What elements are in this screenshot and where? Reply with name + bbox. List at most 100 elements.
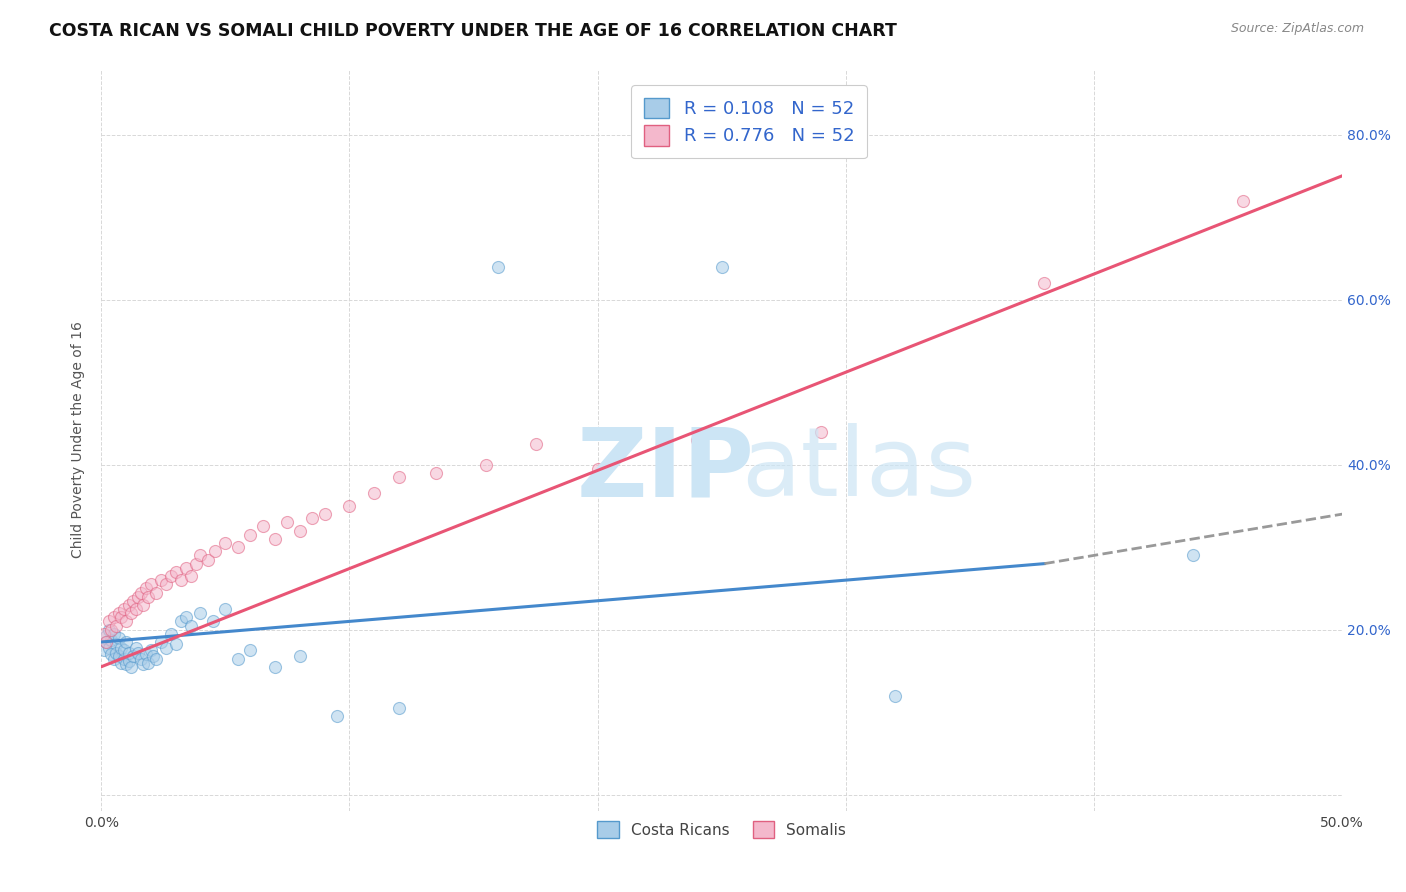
Point xyxy=(107,606,129,620)
Point xyxy=(138,590,160,604)
Point xyxy=(586,461,609,475)
Point xyxy=(226,540,249,554)
Point xyxy=(810,425,832,439)
Point xyxy=(125,640,148,655)
Point xyxy=(425,466,447,480)
Point xyxy=(169,573,191,587)
Point xyxy=(107,631,129,645)
Point xyxy=(204,544,226,558)
Point xyxy=(226,651,249,665)
Point xyxy=(1033,276,1056,290)
Point xyxy=(239,643,262,657)
Point xyxy=(112,651,135,665)
Point xyxy=(122,648,145,663)
Point xyxy=(155,640,177,655)
Point xyxy=(93,643,115,657)
Point xyxy=(276,516,298,530)
Point xyxy=(1232,194,1254,208)
Point xyxy=(169,615,191,629)
Point xyxy=(135,582,157,596)
Point xyxy=(127,590,149,604)
Point xyxy=(117,654,139,668)
Point xyxy=(115,615,138,629)
Point xyxy=(100,623,122,637)
Point xyxy=(138,656,160,670)
Text: atlas: atlas xyxy=(741,423,976,516)
Text: COSTA RICAN VS SOMALI CHILD POVERTY UNDER THE AGE OF 16 CORRELATION CHART: COSTA RICAN VS SOMALI CHILD POVERTY UNDE… xyxy=(49,22,897,40)
Point xyxy=(165,565,187,579)
Point xyxy=(159,627,181,641)
Point xyxy=(884,689,907,703)
Point xyxy=(524,437,547,451)
Y-axis label: Child Poverty Under the Age of 16: Child Poverty Under the Age of 16 xyxy=(72,321,86,558)
Point xyxy=(197,552,219,566)
Point xyxy=(190,549,212,563)
Point xyxy=(363,486,385,500)
Point xyxy=(686,433,709,447)
Point xyxy=(127,646,149,660)
Point xyxy=(97,640,120,655)
Point xyxy=(96,635,118,649)
Point xyxy=(139,577,162,591)
Point xyxy=(180,569,202,583)
Point xyxy=(174,560,197,574)
Point xyxy=(388,701,411,715)
Point xyxy=(93,627,115,641)
Point xyxy=(301,511,323,525)
Point xyxy=(110,656,132,670)
Point xyxy=(710,260,733,274)
Point xyxy=(214,602,236,616)
Point xyxy=(159,569,181,583)
Point xyxy=(201,615,224,629)
Point xyxy=(96,635,118,649)
Point xyxy=(174,610,197,624)
Point xyxy=(100,648,122,662)
Point xyxy=(97,615,120,629)
Point xyxy=(120,660,142,674)
Point xyxy=(132,598,155,612)
Text: ZIP: ZIP xyxy=(576,423,755,516)
Point xyxy=(122,593,145,607)
Point xyxy=(239,527,262,541)
Point xyxy=(264,532,287,546)
Point xyxy=(97,623,120,637)
Point xyxy=(129,585,152,599)
Point xyxy=(110,610,132,624)
Text: Source: ZipAtlas.com: Source: ZipAtlas.com xyxy=(1230,22,1364,36)
Point xyxy=(115,635,138,649)
Point xyxy=(142,648,165,663)
Point xyxy=(103,610,125,624)
Point xyxy=(105,638,128,652)
Point xyxy=(184,557,207,571)
Point xyxy=(149,635,172,649)
Point xyxy=(149,573,172,587)
Point xyxy=(252,519,274,533)
Point xyxy=(112,643,135,657)
Point xyxy=(107,648,129,663)
Point xyxy=(214,536,236,550)
Point xyxy=(145,651,167,665)
Point xyxy=(475,458,498,472)
Point xyxy=(264,660,287,674)
Point xyxy=(135,648,157,662)
Point xyxy=(190,606,212,620)
Point xyxy=(120,606,142,620)
Point xyxy=(288,524,311,538)
Point xyxy=(339,499,361,513)
Point xyxy=(145,585,167,599)
Point xyxy=(165,638,187,652)
Point xyxy=(105,646,128,660)
Point xyxy=(486,260,509,274)
Point xyxy=(115,657,138,672)
Point xyxy=(155,577,177,591)
Point xyxy=(132,657,155,672)
Point xyxy=(110,640,132,655)
Point xyxy=(139,643,162,657)
Point xyxy=(388,470,411,484)
Point xyxy=(103,651,125,665)
Point xyxy=(100,632,122,647)
Point xyxy=(117,598,139,612)
Point xyxy=(96,629,118,643)
Point xyxy=(288,648,311,663)
Point xyxy=(129,651,152,665)
